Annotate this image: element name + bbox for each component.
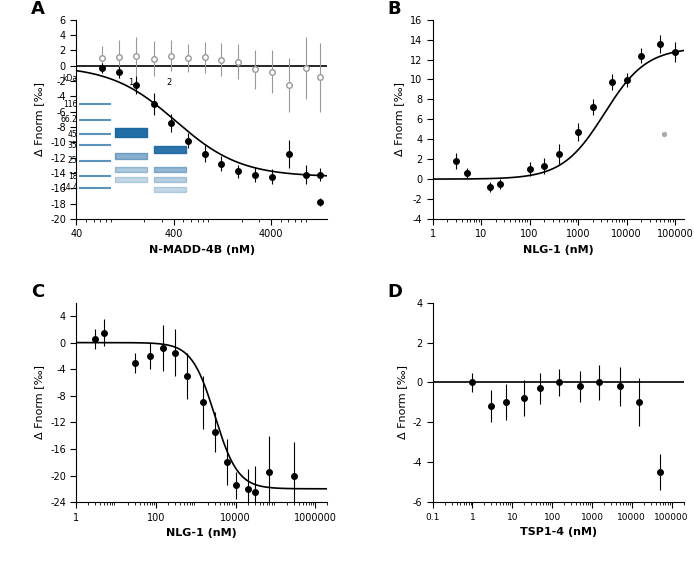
Text: 35: 35	[68, 141, 78, 150]
Y-axis label: Δ Fnorm [‰]: Δ Fnorm [‰]	[35, 365, 44, 439]
Text: 25: 25	[68, 156, 78, 165]
X-axis label: NLG-1 (nM): NLG-1 (nM)	[167, 528, 237, 538]
Text: kDa: kDa	[62, 75, 78, 84]
Y-axis label: Δ Fnorm [‰]: Δ Fnorm [‰]	[397, 365, 407, 439]
X-axis label: NLG-1 (nM): NLG-1 (nM)	[523, 245, 593, 255]
Text: D: D	[387, 283, 403, 301]
Text: 2: 2	[167, 79, 172, 88]
Text: 14.4: 14.4	[60, 183, 78, 192]
Text: C: C	[31, 283, 44, 301]
X-axis label: TSP1-4 (nM): TSP1-4 (nM)	[520, 527, 597, 537]
Text: B: B	[387, 0, 401, 17]
Text: 45: 45	[68, 130, 78, 139]
Text: 18: 18	[68, 172, 78, 181]
Y-axis label: Δ Fnorm [‰]: Δ Fnorm [‰]	[394, 82, 405, 157]
Text: 116: 116	[63, 100, 78, 109]
Y-axis label: Δ Fnorm [‰]: Δ Fnorm [‰]	[35, 82, 44, 157]
X-axis label: N-MADD-4B (nM): N-MADD-4B (nM)	[149, 245, 255, 255]
Text: 66.2: 66.2	[60, 116, 78, 125]
Text: 1: 1	[128, 79, 133, 88]
Text: A: A	[31, 0, 45, 17]
